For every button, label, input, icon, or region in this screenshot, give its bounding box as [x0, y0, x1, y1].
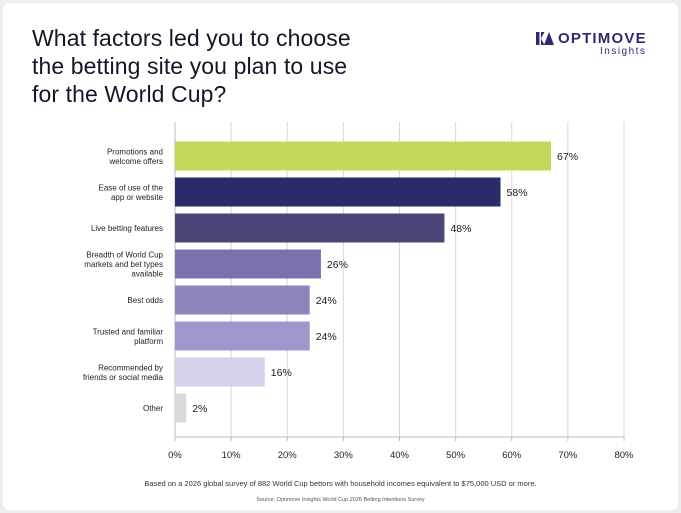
bar	[175, 177, 501, 207]
data-label: 58%	[507, 187, 528, 199]
category-label: Recommended by	[98, 363, 163, 372]
category-label: friends or social media	[83, 373, 164, 382]
x-tick-label: 80%	[614, 450, 634, 461]
x-tick-label: 20%	[278, 450, 298, 461]
data-label: 26%	[327, 259, 348, 271]
x-tick-label: 70%	[558, 450, 578, 461]
x-tick-label: 60%	[502, 450, 522, 461]
chart-title-line: What factors led you to choose	[32, 25, 351, 51]
data-label: 24%	[316, 295, 337, 307]
chart-card	[3, 3, 678, 510]
optimove-logo-icon	[536, 32, 554, 45]
bar	[175, 141, 552, 171]
bar	[175, 285, 310, 315]
chart-title-line: for the World Cup?	[32, 81, 227, 107]
category-label: available	[131, 270, 163, 279]
data-label: 2%	[192, 403, 207, 415]
category-label: Other	[143, 404, 163, 413]
bar	[175, 249, 321, 279]
logo-name: OPTIMOVE	[558, 30, 647, 47]
chart-footnote: Based on a 2026 global survey of 882 Wor…	[144, 479, 537, 488]
x-tick-label: 30%	[334, 450, 354, 461]
category-label: welcome offers	[108, 157, 163, 166]
category-label: Live betting features	[91, 224, 163, 233]
data-label: 48%	[450, 223, 471, 235]
category-label: app or website	[111, 193, 164, 202]
bar	[175, 213, 445, 243]
category-label: Breadth of World Cup	[86, 251, 163, 260]
data-label: 16%	[271, 367, 292, 379]
bar	[175, 393, 187, 423]
category-label: Best odds	[127, 296, 163, 305]
chart-source: Source: Optimove Insights World Cup 2026…	[256, 497, 425, 503]
chart-title-line: the betting site you plan to use	[32, 53, 348, 79]
x-tick-label: 40%	[390, 450, 410, 461]
data-label: 67%	[557, 151, 578, 163]
category-label: platform	[134, 337, 163, 346]
category-label: Trusted and familiar	[93, 327, 164, 336]
logo-subtitle: Insights	[600, 46, 647, 57]
x-tick-label: 0%	[168, 450, 182, 461]
category-label: Ease of use of the	[99, 183, 164, 192]
chart-title: What factors led you to choose the betti…	[32, 24, 452, 108]
x-tick-label: 10%	[222, 450, 242, 461]
category-label: markets and bet types	[84, 260, 163, 269]
optimove-logo: OPTIMOVE Insights	[536, 30, 656, 60]
bar	[175, 357, 265, 387]
data-label: 24%	[316, 331, 337, 343]
bar	[175, 321, 310, 351]
category-label: Promotions and	[107, 147, 163, 156]
x-tick-label: 50%	[446, 450, 466, 461]
